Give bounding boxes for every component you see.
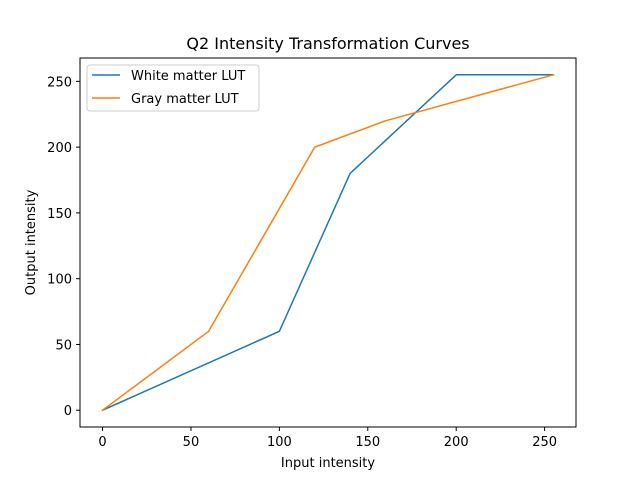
plot-area	[101, 73, 555, 412]
y-tick-label: 200	[47, 141, 72, 156]
series-line-2	[101, 73, 555, 412]
y-axis: 0 50 100 150 200 250	[47, 75, 80, 419]
y-tick-label: 50	[55, 338, 72, 353]
x-tick-label: 50	[183, 435, 200, 450]
x-tick-label: 200	[444, 435, 469, 450]
series-line-1	[101, 74, 555, 412]
y-axis-title: Output intensity	[24, 189, 39, 295]
y-tick-label: 250	[47, 75, 72, 90]
y-tick-label: 150	[47, 207, 72, 222]
legend-box	[86, 64, 260, 112]
chart-title: Q2 Intensity Transformation Curves	[186, 34, 469, 53]
legend: White matter LUT Gray matter LUT	[86, 64, 260, 112]
x-tick-label: 100	[267, 435, 292, 450]
x-tick-label: 0	[98, 435, 106, 450]
y-tick-label: 100	[47, 273, 72, 288]
axes-frame	[79, 57, 577, 428]
legend-label-1: White matter LUT	[131, 69, 245, 84]
x-axis: 0 50 100 150 200 250	[98, 427, 557, 450]
y-tick-label: 0	[64, 404, 72, 419]
x-tick-label: 250	[532, 435, 557, 450]
x-axis-title: Input intensity	[281, 456, 375, 471]
x-tick-label: 150	[355, 435, 380, 450]
legend-label-2: Gray matter LUT	[131, 92, 239, 107]
